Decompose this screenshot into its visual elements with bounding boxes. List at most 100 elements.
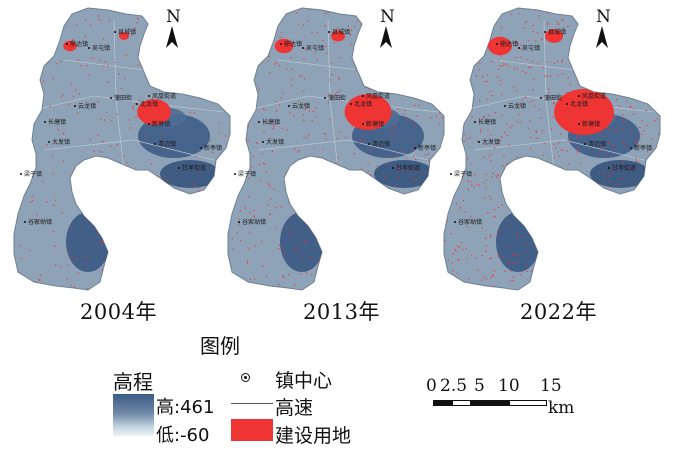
built-land-patch [409,119,411,121]
highway-line [277,59,359,71]
built-land-patch [449,65,451,67]
built-land-patch [286,68,288,70]
built-land-patch [547,268,549,270]
built-land-patch [25,111,27,113]
built-land-patch [495,143,498,145]
built-land-patch [414,205,416,207]
built-land-patch [316,165,318,167]
built-land-patch [644,224,646,226]
built-land-patch [344,200,346,202]
town-center-dot [136,103,138,105]
built-land-patch [614,148,616,151]
built-land-patch [377,32,379,34]
built-land-patch [115,61,117,63]
built-land-patch [580,222,582,225]
built-land-patch [647,51,649,53]
built-land-patch [311,274,313,276]
built-land-patch [622,128,624,131]
built-land-patch [409,140,412,142]
built-land-patch [137,18,139,20]
built-land-patch [657,133,660,135]
built-land-patch [262,60,264,62]
built-land-patch [330,168,333,171]
built-land-patch [611,58,613,60]
built-land-patch [232,80,234,82]
built-land-patch [361,168,363,170]
built-land-patch [616,236,618,238]
built-land-patch [488,155,490,157]
town-label: 新塘镇 [582,120,600,128]
built-land-patch [630,8,633,10]
town-center-dot [566,103,568,105]
built-land-patch [621,142,623,144]
built-land-patch [205,270,207,272]
built-land-patch [452,253,454,255]
town-label: 蒲田街 [114,94,132,102]
built-land-patch [637,261,639,263]
built-land-patch [171,191,173,193]
built-land-patch [649,67,651,69]
built-land-patch [462,33,464,35]
built-land-patch [104,61,106,63]
built-land-patch [345,241,347,243]
built-land-patch [502,64,504,67]
town-label: 县城镇 [118,28,136,36]
built-land-patch [404,26,406,28]
built-land-patch [287,181,289,184]
built-land-patch [431,220,433,222]
built-land-core [488,36,512,56]
built-land-patch [95,193,97,195]
built-land-patch [524,251,526,253]
built-land-patch [144,281,146,283]
built-land-patch [570,200,572,202]
town-label: 吴屯镇 [92,44,110,52]
built-land-patch [56,63,58,65]
built-land-patch [307,209,309,212]
built-land-patch [263,42,265,44]
built-land-patch [547,277,549,280]
built-land-patch [396,216,398,218]
built-land-patch [594,205,596,207]
built-land-patch [463,133,465,135]
built-land-patch [332,216,334,218]
built-land-patch [52,230,54,232]
built-land-patch [376,211,378,213]
built-land-patch [282,127,284,129]
built-land-patch [312,110,314,112]
built-land-patch [593,53,595,55]
built-land-patch [129,119,131,121]
built-land-patch [617,251,619,253]
built-land-patch [621,199,623,201]
built-land-patch [501,93,503,96]
built-land-patch [640,35,642,38]
built-land-patch [35,41,37,43]
built-land-patch [526,270,529,272]
built-land-patch [351,125,353,127]
built-land-patch [452,137,454,139]
built-land-patch [261,240,263,242]
built-land-patch [303,58,305,60]
built-land-patch [622,120,625,123]
built-land-patch [630,105,632,107]
built-land-patch [446,57,448,59]
scale-segment-3 [471,400,509,406]
built-land-patch [616,41,618,43]
built-land-patch [456,23,458,25]
built-land-patch [325,133,327,135]
built-land-patch [97,135,99,137]
built-land-patch [506,219,508,221]
built-land-patch [90,57,92,59]
built-land-patch [88,74,90,76]
built-land-patch [392,129,394,131]
town-center-dot [238,221,240,223]
built-land-patch [607,84,610,86]
built-land-patch [568,163,570,165]
built-land-patch [559,176,561,178]
built-land-patch [446,220,448,222]
built-land-patch [509,280,512,282]
north-arrow-label: N [596,7,611,27]
built-land-patch [535,40,537,42]
built-land-patch [624,145,626,147]
built-land-patch [651,138,653,140]
built-land-patch [446,275,448,277]
